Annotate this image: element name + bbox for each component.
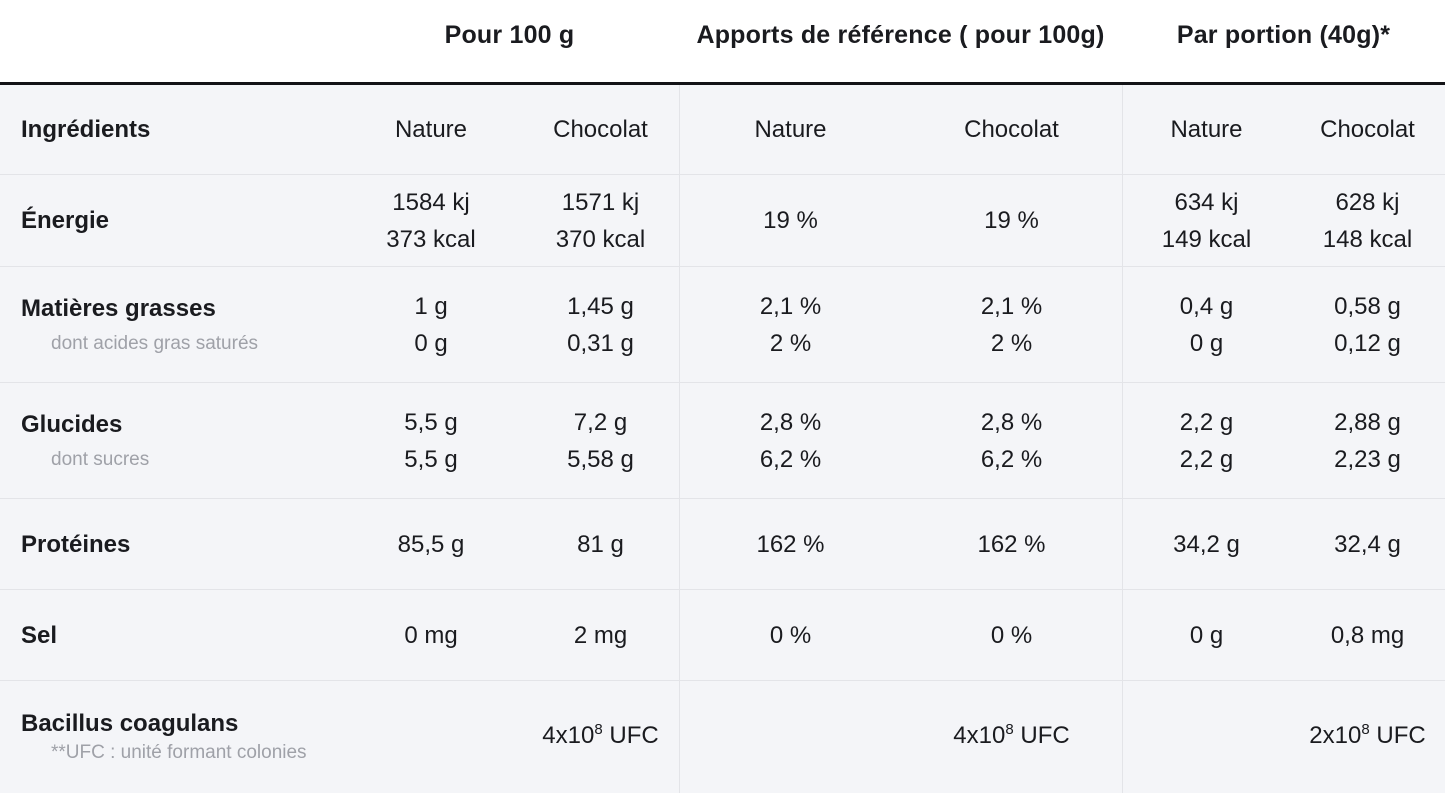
table-row-sel: Sel 0 mg 2 mg 0 % 0 % 0 g 0,8 mg: [0, 589, 1445, 680]
value-cell: 162 %: [977, 530, 1046, 558]
value-cell-empty: [340, 681, 522, 793]
superscript: 8: [1361, 721, 1370, 738]
table-row-glucides: Glucides dont sucres 5,5 g 5,5 g 7,2 g 5…: [0, 382, 1445, 498]
row-label: Sel: [21, 621, 58, 649]
value-cell: 628 kj 148 kcal: [1322, 188, 1413, 253]
value-cell: 0 mg: [404, 621, 458, 649]
value-cell: 4x108 UFC: [542, 721, 659, 749]
value-cell: 1584 kj 373 kcal: [386, 188, 476, 253]
value-cell: 1 g 0 g: [414, 292, 448, 357]
row-label: Bacillus coagulans: [21, 709, 239, 737]
superscript: 8: [594, 721, 603, 738]
value-cell: 2,1 % 2 %: [980, 292, 1043, 357]
value-cell: 81 g: [577, 530, 624, 558]
value-cell: 0 %: [679, 590, 901, 680]
table-row-bacillus-coagulans: Bacillus coagulans **UFC : unité formant…: [0, 680, 1445, 793]
header-spacer: [0, 0, 340, 82]
superscript: 8: [1005, 721, 1014, 738]
value-cell: 634 kj 149 kcal: [1122, 175, 1290, 266]
column-group-header-apports-reference: Apports de référence ( pour 100g): [696, 20, 1105, 49]
value-cell-empty: [679, 681, 901, 793]
row-label: Énergie: [21, 207, 110, 234]
value-cell: 7,2 g 5,58 g: [567, 408, 634, 473]
value-cell: 34,2 g: [1122, 499, 1290, 589]
flavor-column-header: Nature: [394, 116, 468, 143]
value-cell: 2,88 g 2,23 g: [1334, 408, 1401, 473]
table-row-proteines: Protéines 85,5 g 81 g 162 % 162 % 34,2 g…: [0, 498, 1445, 589]
value-cell: 5,5 g 5,5 g: [404, 408, 458, 473]
row-sublabel: dont sucres: [51, 448, 150, 470]
flavor-column-header: Nature: [1122, 85, 1290, 174]
value-cell: 19 %: [679, 175, 901, 266]
table-row-matieres-grasses: Matières grasses dont acides gras saturé…: [0, 266, 1445, 382]
value-cell: 4x108 UFC: [953, 721, 1070, 749]
value-cell: 2,8 % 6,2 %: [980, 408, 1043, 473]
value-cell: 0 %: [990, 621, 1033, 649]
table-row-energie: Énergie 1584 kj 373 kcal 1571 kj 370 kca…: [0, 174, 1445, 266]
value-cell: 0 g: [1122, 590, 1290, 680]
value-cell: 0,58 g 0,12 g: [1334, 292, 1401, 357]
value-cell-empty: [1122, 681, 1290, 793]
row-sublabel: **UFC : unité formant colonies: [51, 741, 307, 763]
value-cell: 2,2 g 2,2 g: [1122, 383, 1290, 498]
value-cell: 2 mg: [573, 621, 628, 649]
value-cell: 32,4 g: [1334, 530, 1401, 558]
table-subheader-row: Ingrédients Nature Chocolat Nature Choco…: [0, 85, 1445, 174]
value-cell: 85,5 g: [397, 530, 465, 558]
value-cell: 19 %: [984, 207, 1039, 234]
flavor-column-header: Chocolat: [964, 116, 1059, 143]
flavor-column-header: Chocolat: [553, 116, 648, 143]
value-cell: 162 %: [679, 499, 901, 589]
value-cell: 0,8 mg: [1330, 621, 1405, 649]
value-cell: 2,8 % 6,2 %: [679, 383, 901, 498]
value-cell: 1571 kj 370 kcal: [555, 188, 646, 253]
corner-label: Ingrédients: [21, 116, 151, 143]
value-cell: 1,45 g 0,31 g: [567, 292, 634, 357]
value-cell: 0,4 g 0 g: [1122, 267, 1290, 382]
value-cell: 2x108 UFC: [1309, 721, 1426, 749]
row-sublabel: dont acides gras saturés: [51, 332, 259, 354]
table-header: Pour 100 g Apports de référence ( pour 1…: [0, 0, 1445, 85]
flavor-column-header: Chocolat: [1320, 116, 1415, 143]
row-label: Matières grasses: [21, 294, 216, 322]
row-label: Protéines: [21, 530, 131, 558]
row-label: Glucides: [21, 410, 123, 438]
value-cell: 2,1 % 2 %: [679, 267, 901, 382]
flavor-column-header: Nature: [679, 85, 901, 174]
column-group-header-par-portion: Par portion (40g)*: [1176, 20, 1391, 49]
column-group-header-pour-100g: Pour 100 g: [444, 20, 575, 49]
